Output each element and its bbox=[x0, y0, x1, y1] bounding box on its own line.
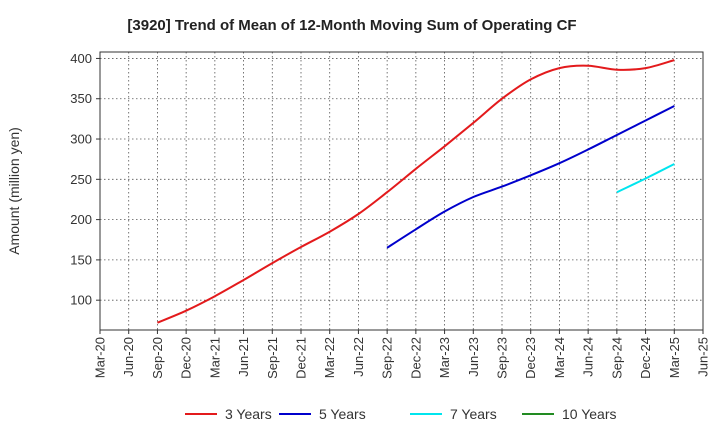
x-tick-label: Jun-21 bbox=[236, 337, 251, 377]
x-tick-label: Mar-20 bbox=[93, 337, 108, 378]
x-tick-label: Mar-24 bbox=[552, 337, 567, 378]
x-tick-label: Jun-20 bbox=[121, 337, 136, 377]
legend-label: 3 Years bbox=[225, 406, 272, 422]
x-tick-label: Sep-22 bbox=[380, 337, 395, 379]
y-tick-label: 150 bbox=[70, 252, 92, 267]
legend-label: 5 Years bbox=[319, 406, 366, 422]
x-ticks: Mar-20 Jun-20 Sep-20 Dec-20 Mar-21 Jun-21 Sep-… bbox=[93, 330, 711, 379]
x-tick-label: Jun-23 bbox=[466, 337, 481, 377]
series-line-7-years bbox=[616, 163, 675, 194]
y-tick-label: 200 bbox=[70, 212, 92, 227]
x-tick-label: Sep-21 bbox=[265, 337, 280, 379]
x-tick-label: Sep-23 bbox=[495, 337, 510, 379]
x-tick-label: Mar-21 bbox=[207, 337, 222, 378]
legend-label: 10 Years bbox=[562, 406, 617, 422]
x-tick-label: Mar-23 bbox=[437, 337, 452, 378]
series-line-3-years bbox=[157, 59, 675, 324]
y-axis-label: Amount (million yen) bbox=[6, 127, 22, 255]
x-tick-label: Dec-20 bbox=[179, 337, 194, 379]
y-tick-label: 100 bbox=[70, 293, 92, 308]
y-tick-label: 250 bbox=[70, 172, 92, 187]
y-tick-label: 300 bbox=[70, 132, 92, 147]
x-tick-label: Dec-21 bbox=[294, 337, 309, 379]
plot-frame bbox=[99, 51, 704, 331]
x-tick-label: Mar-25 bbox=[667, 337, 682, 378]
y-ticks: 100 150 200 250 300 350 400 bbox=[70, 51, 100, 308]
y-tick-label: 400 bbox=[70, 51, 92, 66]
series-line-5-years bbox=[386, 105, 675, 249]
x-tick-label: Dec-24 bbox=[638, 337, 653, 379]
legend-label: 7 Years bbox=[450, 406, 497, 422]
x-tick-label: Mar-22 bbox=[322, 337, 337, 378]
x-tick-label: Sep-20 bbox=[150, 337, 165, 379]
x-tick-label: Jun-24 bbox=[581, 337, 596, 377]
series-group bbox=[157, 59, 675, 324]
x-tick-label: Sep-24 bbox=[609, 337, 624, 379]
x-tick-label: Jun-25 bbox=[696, 337, 711, 377]
x-tick-label: Jun-22 bbox=[351, 337, 366, 377]
legend: 3 Years 5 Years 7 Years 10 Years bbox=[185, 406, 617, 422]
plot-area bbox=[100, 52, 703, 330]
x-tick-label: Dec-22 bbox=[408, 337, 423, 379]
x-tick-label: Dec-23 bbox=[523, 337, 538, 379]
chart-title: [3920] Trend of Mean of 12-Month Moving … bbox=[127, 17, 576, 34]
y-tick-label: 350 bbox=[70, 91, 92, 106]
